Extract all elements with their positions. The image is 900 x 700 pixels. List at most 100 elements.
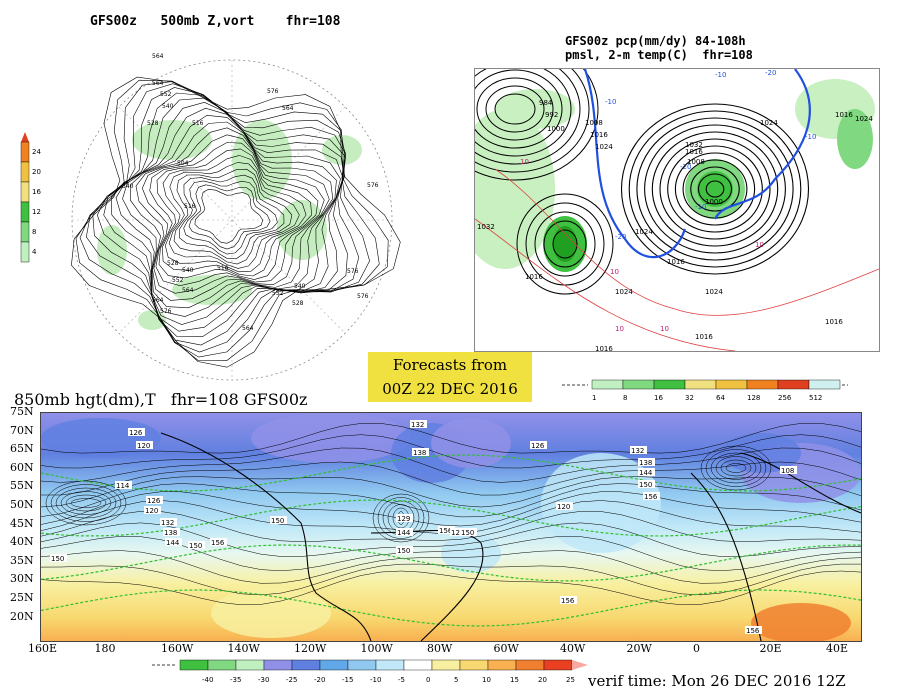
isobar	[494, 93, 536, 125]
isobar-label: 1016	[590, 131, 608, 139]
contour-label-850mb: 138	[164, 529, 177, 537]
isobar-label: 1024	[760, 119, 778, 127]
contour-label-850mb: 138	[639, 459, 652, 467]
temp-label: 10	[660, 325, 669, 333]
height-contour	[188, 184, 271, 250]
longitude-label: 180	[94, 642, 116, 655]
longitude-label: 100W	[360, 642, 393, 655]
contour-label-850mb: 144	[397, 529, 411, 537]
contour-label-850mb: 150	[397, 547, 410, 555]
height-contour	[183, 180, 278, 255]
contour-label-bg	[638, 458, 655, 466]
colorbar-pcp: 1 8 16 32 64 128 256 512	[560, 378, 850, 404]
contour-label-500mb: 552	[272, 290, 284, 297]
isobar-label: 1024	[855, 115, 873, 123]
latitude-label: 55N	[10, 479, 34, 493]
precip-area	[553, 226, 577, 262]
contour-label-850mb: 132	[631, 447, 644, 455]
contour-label-850mb: 150	[639, 481, 652, 489]
contour-label-bg	[643, 492, 660, 500]
colorbar-arrow	[21, 132, 29, 142]
freezing-line	[583, 69, 687, 259]
contour-label-850mb: 156	[211, 539, 225, 547]
isobar	[659, 138, 771, 240]
colorbar-swatch	[20, 141, 30, 163]
latitude-label: 60N	[10, 460, 34, 474]
contour-label-bg	[146, 496, 163, 504]
contour-label-500mb: 552	[160, 91, 172, 98]
isobar-label: 1024	[615, 288, 633, 296]
isobar-label: 1000	[705, 198, 723, 206]
precip-area	[837, 109, 873, 169]
colorbar-swatch	[20, 201, 30, 223]
colorbar-tick: 1	[592, 394, 596, 402]
temp-label: 10	[520, 158, 529, 166]
contour-label-500mb: 564	[152, 80, 164, 87]
contour-label-bg	[50, 554, 67, 562]
contour-label-bg	[460, 528, 477, 536]
forecast-label: Forecasts from	[392, 356, 508, 374]
contour-label-500mb: 528	[167, 260, 179, 267]
contour-label-500mb: 540	[122, 183, 134, 190]
colorbar-swatch	[777, 379, 810, 390]
isobar	[620, 103, 810, 275]
panel-500mb-title: GFS00z 500mb Z,vort fhr=108	[90, 14, 341, 29]
temp-label: -10	[695, 203, 706, 211]
colorbar-tick: 8	[32, 228, 36, 236]
colorbar-tick: 512	[809, 394, 822, 402]
contour-label-500mb: 576	[160, 308, 172, 315]
colorbar-swatch	[20, 181, 30, 203]
latitude-label: 40N	[10, 535, 34, 549]
colorbar-tick: -5	[398, 676, 405, 684]
temp-label: -20	[680, 163, 691, 171]
height-contour	[41, 461, 861, 496]
contour-label-850mb: 156	[439, 527, 453, 535]
contour-label-500mb: 552	[172, 277, 184, 284]
contour-label-850mb: 144	[166, 539, 180, 547]
contour-label-850mb: 126	[531, 442, 545, 450]
precip-area	[697, 171, 733, 207]
coastline	[160, 432, 372, 641]
longitude-label: 80W	[427, 642, 453, 655]
isobar-label: 1032	[477, 223, 495, 231]
colorbar-tick: 12	[32, 208, 41, 216]
height-contour	[41, 491, 861, 527]
contour-label-500mb: 576	[267, 88, 279, 95]
temperature-contour	[41, 454, 861, 492]
contour-label-bg	[745, 626, 762, 634]
contour-label-850mb: 150	[51, 555, 64, 563]
temperature-area	[721, 433, 801, 473]
height-contour	[129, 121, 334, 301]
isobar	[534, 211, 596, 277]
temp-label: -20	[615, 233, 626, 241]
isobar	[476, 77, 554, 141]
colorbar-tick: 25	[566, 676, 575, 684]
contour-label-850mb: 132	[411, 421, 424, 429]
contour-label-bg	[638, 480, 655, 488]
low-center-contour	[55, 487, 117, 519]
precip-area	[475, 109, 555, 269]
height-contour	[41, 570, 861, 606]
colorbar-swatch	[375, 659, 405, 671]
vorticity-area	[97, 225, 127, 275]
contour-label-bg	[160, 518, 177, 526]
low-center-contour	[60, 491, 112, 515]
longitude-label: 120W	[294, 642, 327, 655]
height-contour	[41, 550, 861, 584]
temp-label: 10	[755, 241, 764, 249]
latitude-label: 30N	[10, 572, 34, 586]
panel-850mb: 126 120 114 126 120 132 138 144 150 156 150 132 138 1…	[40, 412, 862, 642]
isobar-label: 984	[539, 99, 553, 107]
temp-label: 10	[615, 325, 624, 333]
temperature-area	[441, 533, 501, 573]
isobar	[525, 202, 605, 286]
temperature-contour	[41, 544, 861, 582]
colorbar-tick: 16	[32, 188, 41, 196]
isobar	[552, 229, 578, 259]
contour-label-850mb: 156	[561, 597, 575, 605]
coastline	[690, 472, 762, 641]
isobar-label: 1016	[667, 258, 685, 266]
isobar-label: 1024	[595, 143, 613, 151]
colorbar-tick: 5	[454, 676, 458, 684]
